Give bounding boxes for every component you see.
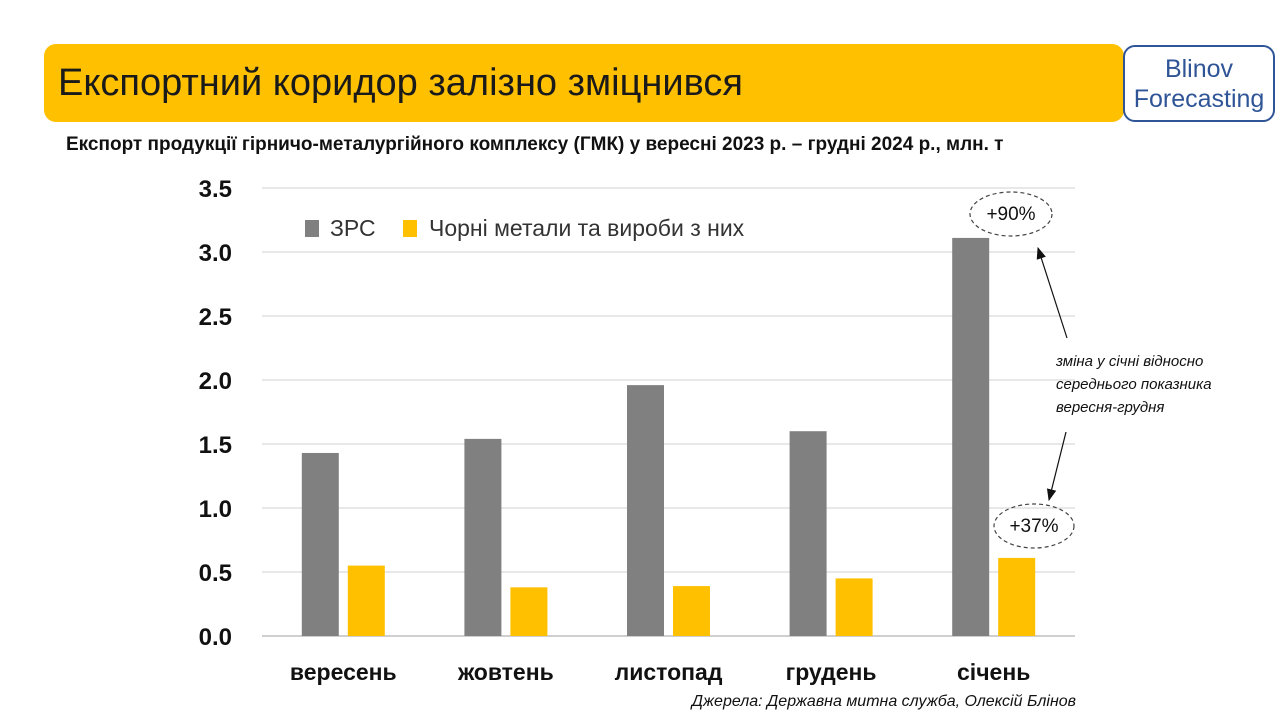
x-tick-label: листопад (615, 659, 723, 685)
bar-metals (347, 565, 385, 636)
x-tick-label: вересень (290, 659, 397, 685)
bar-grs (789, 431, 827, 636)
legend-label: Чорні метали та вироби з них (429, 215, 745, 241)
legend-swatch (305, 220, 319, 237)
annotation-ellipse (993, 503, 1075, 549)
legend-label: ЗРС (330, 215, 376, 241)
legend-swatch (403, 220, 417, 237)
y-tick-label: 0.0 (199, 624, 232, 651)
chart-subtitle: Експорт продукції гірничо-металургійного… (66, 134, 1004, 155)
bar-grs (627, 385, 664, 636)
bar-metals (835, 578, 873, 636)
y-tick-label: 1.0 (199, 496, 232, 523)
brand-line-1: Blinov (1164, 54, 1234, 83)
y-tick-label: 2.5 (199, 304, 232, 331)
annotation-metals-change: +37% (1009, 516, 1058, 537)
x-tick-label: жовтень (457, 659, 554, 685)
bar-metals (998, 557, 1036, 636)
y-tick-label: 3.0 (199, 240, 232, 267)
bar-grs (464, 438, 502, 636)
source-note: Джерела: Державна митна служба, Олексій … (691, 693, 1076, 710)
annotation-note: вересня-грудня (1056, 399, 1164, 416)
y-tick-label: 3.5 (199, 176, 232, 203)
title-bar: Експортний коридор залізно зміцнився (44, 44, 1124, 122)
annotation-ellipse (969, 191, 1053, 237)
annotation-arrow (1046, 431, 1067, 502)
y-tick-label: 0.5 (199, 560, 232, 587)
x-tick-label: грудень (786, 659, 877, 685)
brand-logo: Blinov Forecasting (1123, 45, 1275, 122)
y-tick-label: 1.5 (199, 432, 232, 459)
y-tick-label: 2.0 (199, 368, 232, 395)
bar-grs (952, 237, 990, 637)
bar-metals (673, 586, 710, 636)
annotation-grs-change: +90% (986, 204, 1035, 225)
bar-grs (301, 452, 339, 636)
page-title: Експортний коридор залізно зміцнився (58, 61, 743, 104)
brand-line-2: Forecasting (1133, 84, 1265, 113)
x-tick-label: січень (957, 659, 1030, 685)
annotation-arrow (1036, 246, 1068, 339)
annotation-note: середнього показника (1056, 376, 1212, 393)
annotation-note: зміна у січні відносно (1055, 353, 1203, 370)
bar-metals (510, 587, 548, 636)
